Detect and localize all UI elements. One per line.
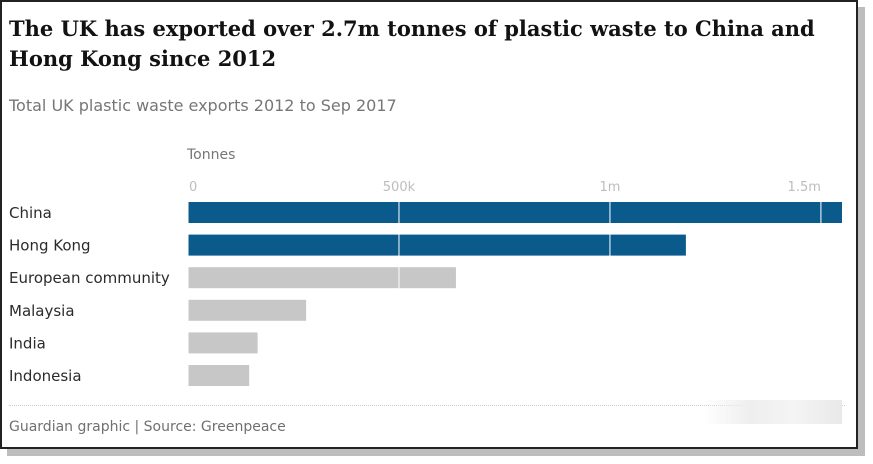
footer-divider [9, 405, 845, 406]
category-label: Malaysia [9, 302, 75, 320]
bar [188, 234, 686, 256]
category-label: European community [9, 269, 170, 287]
bar [188, 332, 258, 354]
source-note: Guardian graphic | Source: Greenpeace [9, 419, 286, 435]
bar-chart: 0 500k 1m 1.5m China Hong Kong European commun… [9, 180, 842, 386]
bar [188, 365, 250, 386]
x-tick-label: 1m [599, 180, 620, 195]
x-tick-label: 0 [189, 180, 197, 195]
bar [188, 299, 307, 321]
bar [188, 267, 456, 289]
category-label: India [9, 334, 46, 352]
chart-card: The UK has exported over 2.7m tonnes of … [0, 0, 858, 449]
bar [188, 202, 842, 223]
x-tick-label: 500k [383, 180, 416, 195]
chart-subtitle: Total UK plastic waste exports 2012 to S… [9, 96, 397, 115]
unit-label: Tonnes [187, 147, 236, 163]
category-label: China [9, 204, 52, 222]
blurred-watermark [702, 400, 842, 424]
category-label: Hong Kong [9, 237, 91, 255]
chart-title: The UK has exported over 2.7m tonnes of … [9, 16, 815, 71]
category-label: Indonesia [9, 367, 82, 385]
x-tick-label: 1.5m [788, 180, 821, 195]
